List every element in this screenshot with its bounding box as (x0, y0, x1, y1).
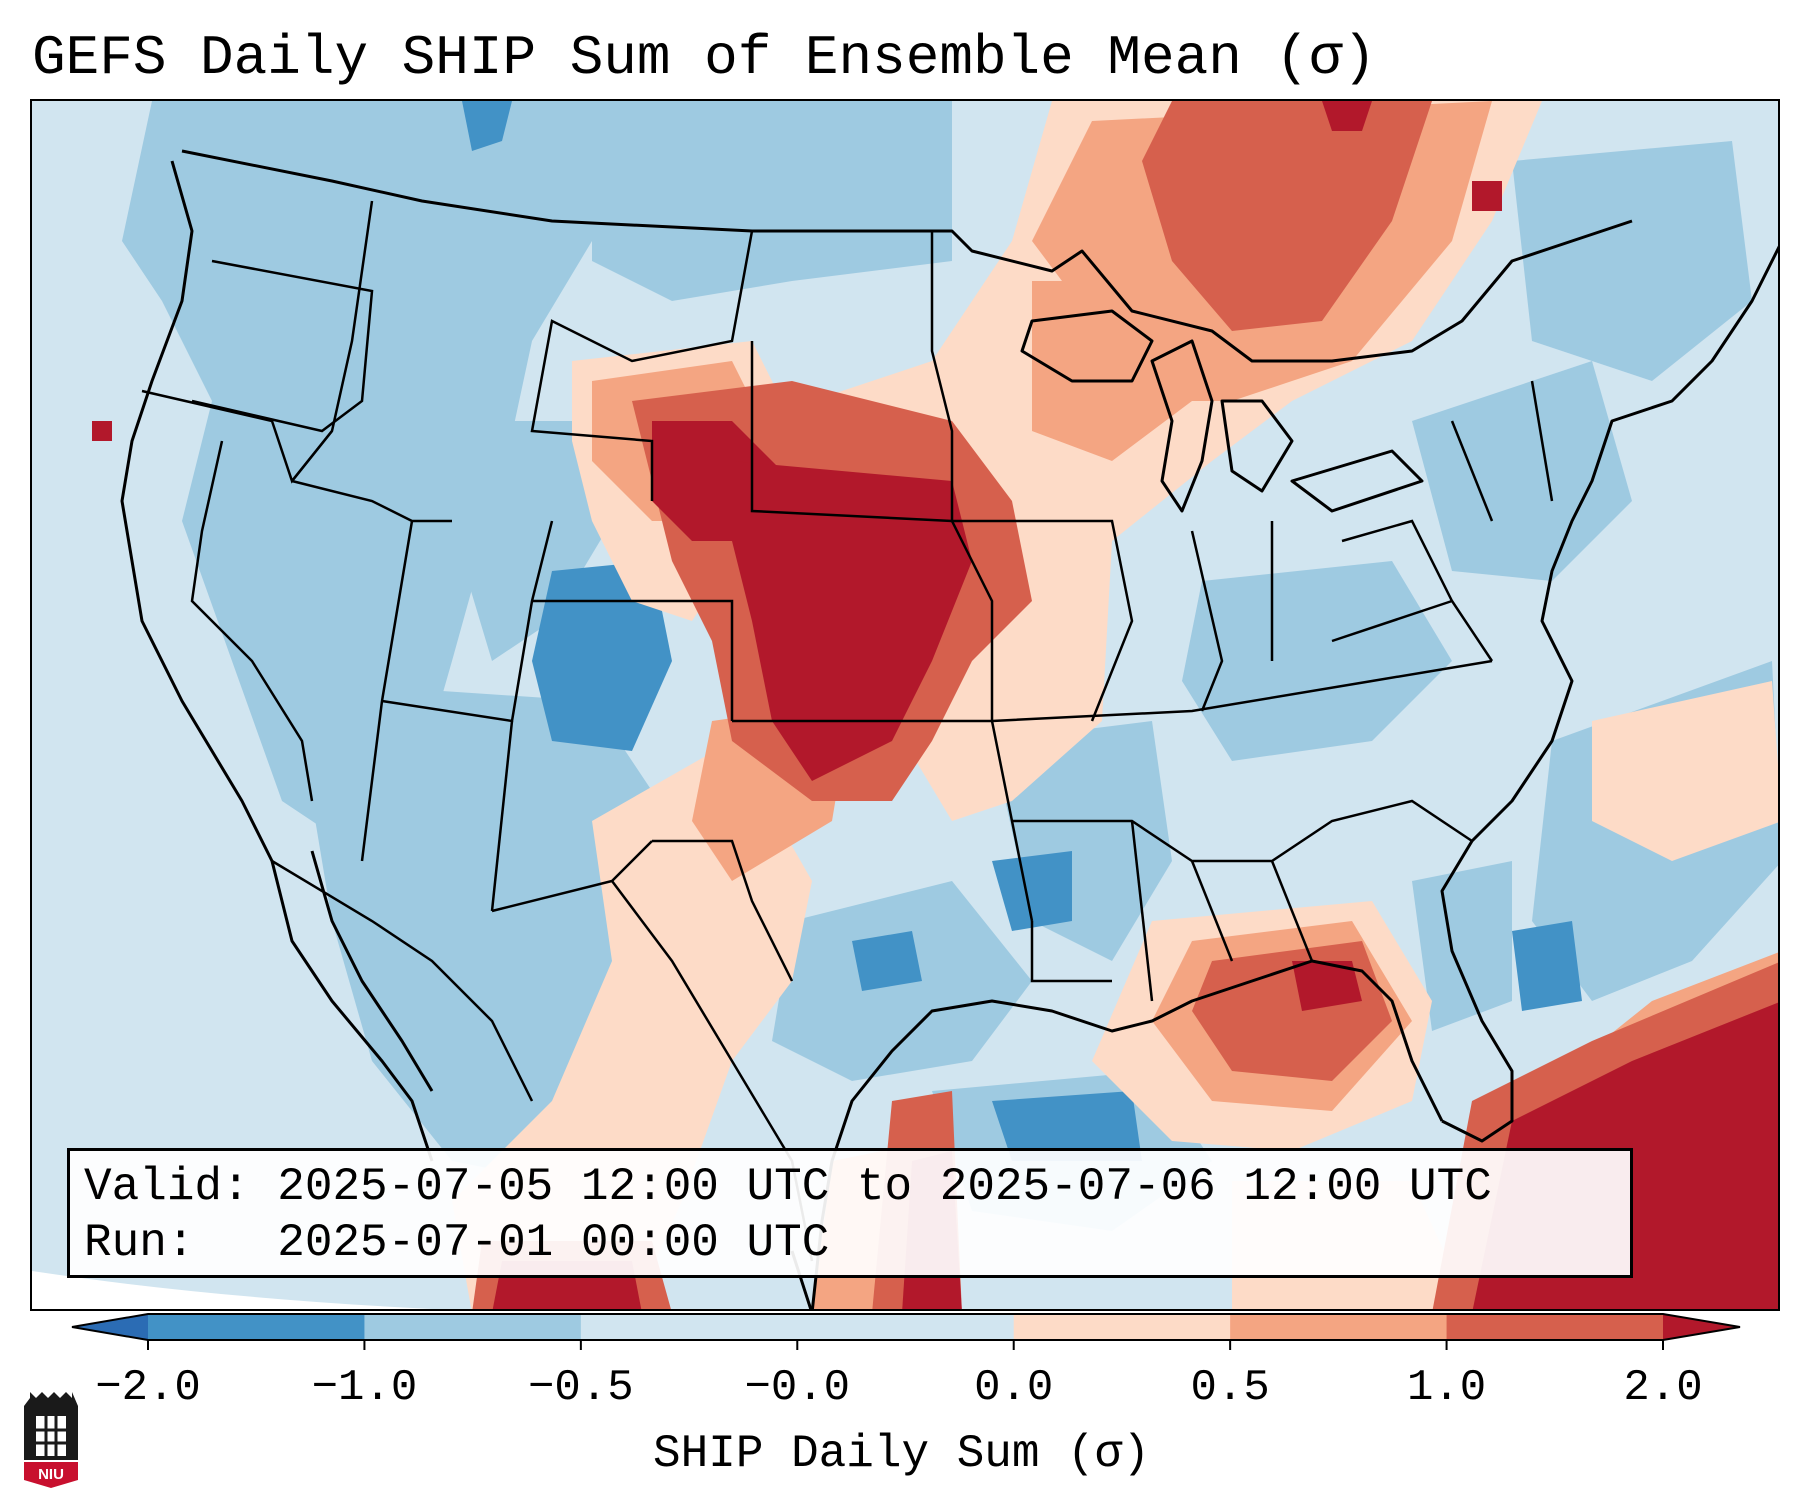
colorbar-segment (1446, 1314, 1664, 1340)
colorbar-segment (148, 1314, 365, 1340)
niu-logo-badge-icon (24, 1462, 78, 1488)
niu-logo-text: NIU (38, 1466, 64, 1483)
colorbar-tick-label: −1.0 (311, 1363, 418, 1413)
colorbar-segment (1230, 1314, 1448, 1340)
colorbar-high-extension (1663, 1314, 1740, 1340)
coastlines (120, 149, 1778, 1309)
niu-logo: NIU (24, 1392, 78, 1488)
valid-time-text: Valid: 2025-07-05 12:00 UTC to 2025-07-0… (84, 1161, 1492, 1213)
ship-anomaly-map (32, 101, 1778, 1309)
colorbar-low-extension (72, 1314, 148, 1340)
colorbar-tick-label: 0.0 (974, 1363, 1054, 1413)
colorbar-tick-label: −0.0 (744, 1363, 851, 1413)
map-title: GEFS Daily SHIP Sum of Ensemble Mean (σ) (32, 26, 1377, 90)
colorbar-tick-label: 2.0 (1623, 1363, 1703, 1413)
colorbar (71, 1313, 1741, 1350)
colorbar-segment (364, 1314, 582, 1340)
colorbar-tick-label: −2.0 (95, 1363, 201, 1413)
colorbar-segment (580, 1314, 798, 1340)
colorbar-label: SHIP Daily Sum (σ) (653, 1428, 1150, 1480)
colorbar-tick-label: −0.5 (528, 1363, 634, 1413)
valid-run-info-box: Valid: 2025-07-05 12:00 UTC to 2025-07-0… (67, 1148, 1633, 1278)
anomaly-fill (92, 101, 1778, 1309)
colorbar-segment (1013, 1314, 1231, 1340)
run-time-text: Run: 2025-07-01 00:00 UTC (84, 1217, 830, 1269)
colorbar-tick-label: 0.5 (1190, 1363, 1270, 1413)
projection-edge (32, 1271, 433, 1309)
colorbar-tick-label: 1.0 (1406, 1363, 1487, 1413)
map-panel (30, 99, 1780, 1311)
colorbar-segment (797, 1314, 1015, 1340)
